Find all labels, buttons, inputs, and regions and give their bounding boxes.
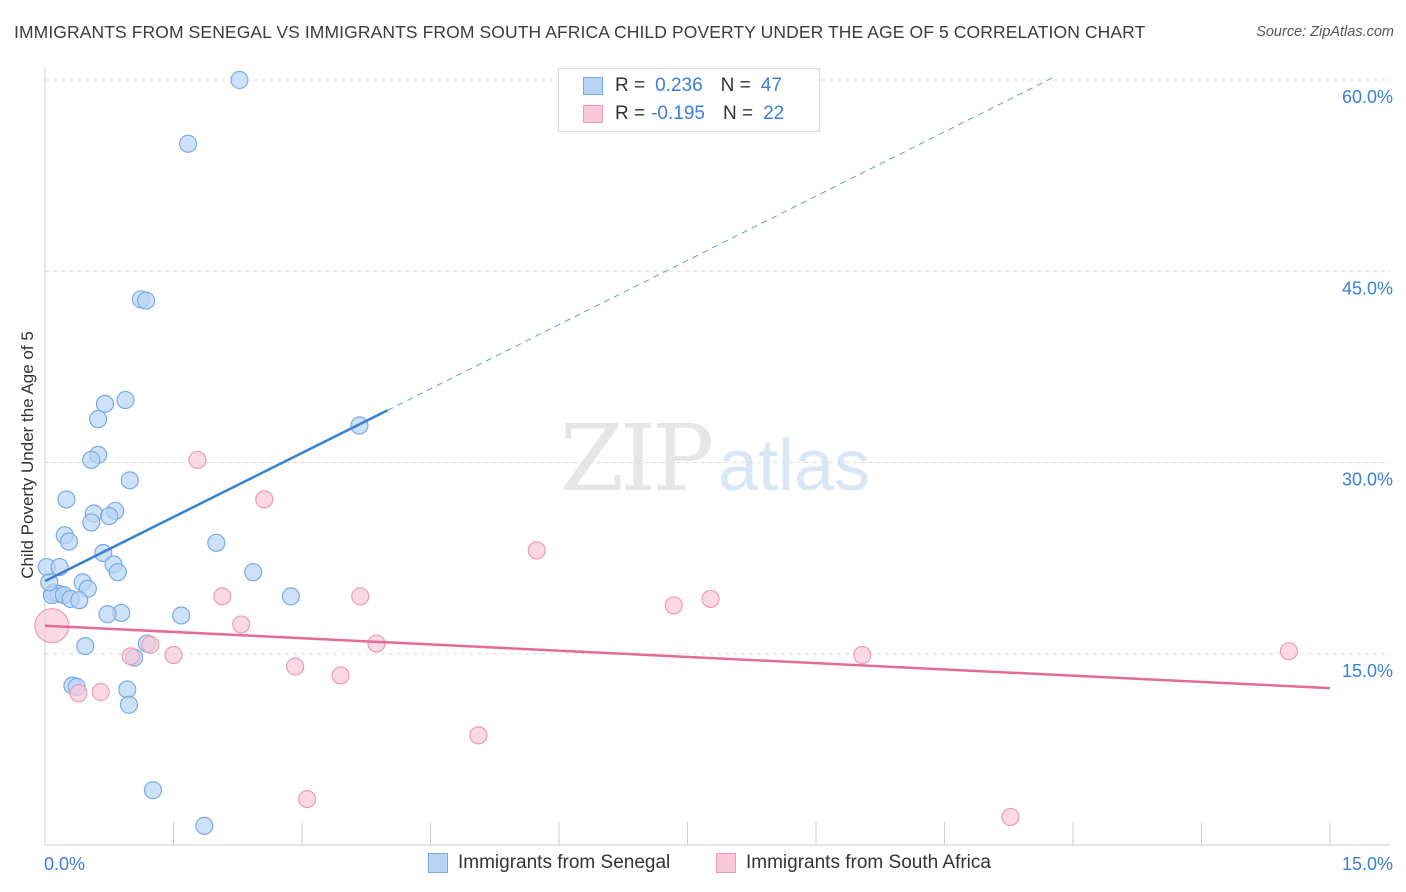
senegal-trend-line bbox=[44, 409, 389, 583]
south-africa-point bbox=[331, 666, 350, 685]
south-africa-point bbox=[367, 634, 386, 653]
legend-n-label: N = bbox=[720, 75, 751, 96]
senegal-point bbox=[82, 513, 101, 532]
senegal-point bbox=[281, 587, 300, 606]
senegal-point bbox=[230, 70, 249, 90]
bottom-legend-label-senegal: Immigrants from Senegal bbox=[458, 852, 671, 873]
senegal-point bbox=[172, 606, 191, 625]
y-tick-label: 15.0% bbox=[1342, 661, 1393, 681]
legend-row-south-africa: R = -0.195 N = 22 bbox=[583, 102, 784, 126]
south-africa-point bbox=[1279, 642, 1298, 661]
south-africa-point bbox=[91, 682, 110, 702]
south-africa-point bbox=[255, 490, 274, 509]
source-label: Source: ZipAtlas.com bbox=[1256, 24, 1394, 40]
senegal-point bbox=[244, 563, 263, 582]
south-africa-point bbox=[164, 645, 183, 665]
senegal-point bbox=[70, 591, 89, 610]
legend-r-value: -0.195 bbox=[651, 103, 705, 124]
legend-n-value: 47 bbox=[760, 75, 782, 96]
watermark-zip: ZIP bbox=[560, 405, 711, 512]
south-africa-point bbox=[69, 684, 88, 703]
x-tick-label: 15.0% bbox=[1342, 854, 1393, 874]
senegal-point bbox=[178, 134, 198, 153]
senegal-point bbox=[118, 680, 137, 699]
senegal-trend-extension bbox=[387, 75, 1057, 411]
senegal-point bbox=[59, 532, 79, 551]
south-africa-point bbox=[232, 615, 251, 634]
legend-swatch-senegal bbox=[583, 77, 603, 95]
bottom-legend-swatch-senegal bbox=[428, 853, 448, 873]
bottom-legend-senegal: Immigrants from Senegal bbox=[428, 852, 670, 874]
y-tick-label: 45.0% bbox=[1342, 278, 1393, 298]
y-tick-label: 30.0% bbox=[1342, 470, 1393, 490]
chart-title: IMMIGRANTS FROM SENEGAL VS IMMIGRANTS FR… bbox=[14, 22, 1146, 42]
senegal-point bbox=[108, 563, 127, 582]
south-africa-point bbox=[701, 589, 720, 609]
x-tick-label: 0.0% bbox=[44, 854, 85, 874]
senegal-point bbox=[98, 605, 117, 624]
watermark-atlas: atlas bbox=[718, 426, 870, 506]
bottom-legend-south-africa: Immigrants from South Africa bbox=[716, 852, 991, 874]
senegal-point bbox=[82, 450, 101, 470]
senegal-point bbox=[76, 636, 95, 656]
senegal-point bbox=[195, 816, 214, 835]
legend-r-value: 0.236 bbox=[655, 75, 703, 96]
bottom-legend-label-south-africa: Immigrants from South Africa bbox=[746, 852, 991, 873]
senegal-point bbox=[207, 533, 226, 552]
bottom-legend-swatch-south-africa bbox=[716, 853, 736, 873]
south-africa-point bbox=[853, 645, 872, 665]
south-africa-point bbox=[527, 541, 546, 560]
legend-swatch-south-africa bbox=[583, 105, 603, 123]
south-africa-point bbox=[286, 657, 305, 676]
south-africa-point bbox=[298, 789, 317, 809]
south-africa-point bbox=[469, 726, 488, 745]
senegal-point bbox=[119, 695, 139, 714]
south-africa-point bbox=[213, 587, 232, 606]
legend-n-label: N = bbox=[722, 103, 754, 124]
stats-legend: R = 0.236 N = 47 R = -0.195 N = 22 bbox=[558, 68, 820, 132]
south-africa-point bbox=[121, 647, 140, 666]
south-africa-point bbox=[351, 587, 370, 606]
senegal-point bbox=[136, 291, 156, 310]
south-africa-trend-line bbox=[44, 624, 1331, 690]
south-africa-point bbox=[188, 450, 207, 470]
senegal-point bbox=[95, 394, 115, 413]
legend-r-label: R = bbox=[615, 103, 646, 124]
senegal-point bbox=[100, 506, 119, 526]
senegal-point bbox=[89, 410, 108, 429]
south-africa-point bbox=[664, 596, 683, 615]
legend-n-value: 22 bbox=[763, 103, 785, 124]
senegal-point bbox=[120, 471, 139, 490]
senegal-point bbox=[116, 390, 135, 410]
south-africa-point bbox=[141, 635, 160, 654]
legend-r-label: R = bbox=[615, 75, 646, 96]
senegal-point bbox=[143, 781, 163, 800]
y-tick-label: 60.0% bbox=[1342, 87, 1393, 107]
y-axis-title: Child Poverty Under the Age of 5 bbox=[18, 331, 37, 579]
senegal-point bbox=[57, 490, 76, 509]
legend-row-senegal: R = 0.236 N = 47 bbox=[583, 74, 782, 98]
south-africa-point bbox=[1001, 807, 1020, 827]
